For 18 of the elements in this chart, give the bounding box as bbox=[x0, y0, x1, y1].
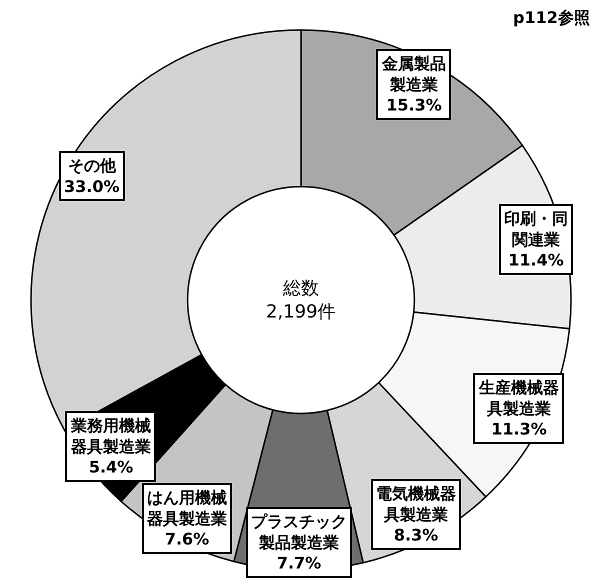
slice-label: 業務用機械器具製造業 bbox=[70, 416, 151, 456]
slice-label: 金属製品製造業 bbox=[381, 54, 446, 94]
data-label: 8.3% bbox=[394, 526, 438, 545]
data-label: 15.3% bbox=[386, 96, 442, 115]
data-label: 5.4% bbox=[88, 458, 134, 477]
text: 総数 2,199件 bbox=[266, 278, 336, 322]
data-label: 11.4% bbox=[508, 250, 564, 270]
data-label: 7.7% bbox=[276, 554, 322, 573]
slice-label: その他 bbox=[68, 156, 117, 175]
data-label: 11.3% bbox=[491, 420, 547, 439]
slice-label: 電気機械器具製造業 bbox=[376, 484, 456, 524]
slice-label: 印刷・同関連業 bbox=[504, 209, 568, 249]
data-label: 33.0% bbox=[64, 176, 120, 196]
slice-label: プラスチック製品製造業 bbox=[251, 512, 347, 552]
text: p112参照 bbox=[513, 8, 590, 27]
slice-label: 生産機械器具製造業 bbox=[478, 378, 559, 418]
slice-label: はん用機械器具製造業 bbox=[147, 488, 227, 528]
data-label: 7.6% bbox=[164, 530, 210, 549]
